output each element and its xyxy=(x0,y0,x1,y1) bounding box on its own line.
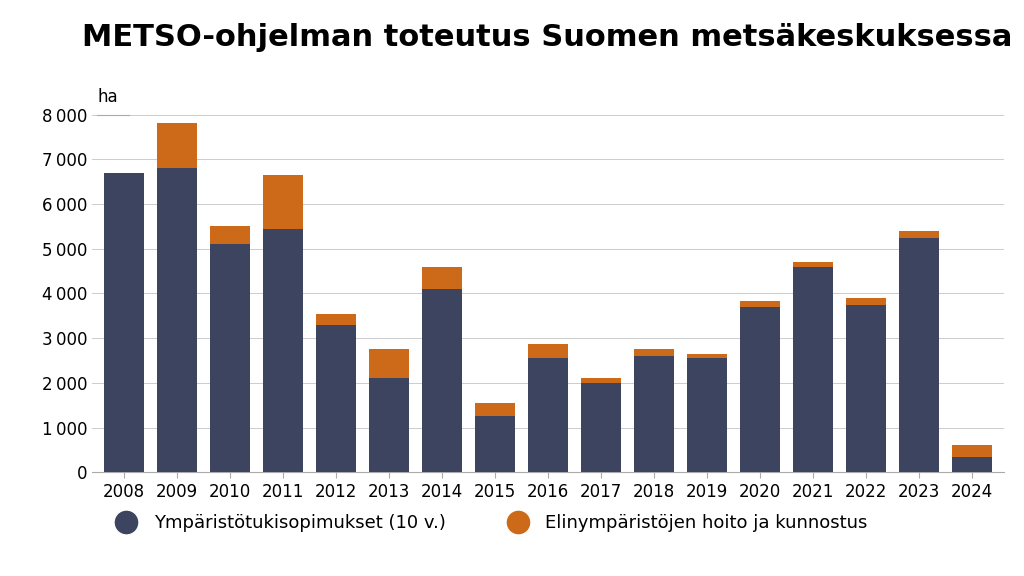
Bar xyxy=(687,354,727,358)
Legend: Ympäristötukisopimukset (10 v.), Elinympäristöjen hoito ja kunnostus: Ympäristötukisopimukset (10 v.), Elinymp… xyxy=(101,507,874,539)
Bar xyxy=(422,289,462,472)
Bar xyxy=(634,349,674,356)
Bar xyxy=(899,237,939,472)
Bar xyxy=(581,378,621,383)
Text: ha: ha xyxy=(97,88,118,105)
Bar xyxy=(210,226,250,244)
Bar xyxy=(581,383,621,472)
Bar xyxy=(740,307,779,472)
Bar xyxy=(263,175,303,229)
Bar xyxy=(210,244,250,472)
Bar xyxy=(952,445,991,457)
Bar xyxy=(369,378,409,472)
Bar xyxy=(899,231,939,237)
Bar xyxy=(263,229,303,472)
Bar xyxy=(793,262,833,267)
Bar xyxy=(104,173,143,472)
Bar xyxy=(475,416,515,472)
Bar xyxy=(740,301,779,307)
Text: METSO-ohjelman toteutus Suomen metsäkeskuksessa: METSO-ohjelman toteutus Suomen metsäkesk… xyxy=(82,23,1013,52)
Bar xyxy=(422,267,462,289)
Bar xyxy=(157,168,197,472)
Bar xyxy=(952,457,991,472)
Bar xyxy=(316,325,355,472)
Bar xyxy=(846,305,886,472)
Bar xyxy=(316,313,355,325)
Bar xyxy=(528,343,567,358)
Bar xyxy=(634,356,674,472)
Bar xyxy=(793,267,833,472)
Bar xyxy=(475,403,515,416)
Bar xyxy=(157,123,197,168)
Bar xyxy=(369,349,409,378)
Bar xyxy=(528,358,567,472)
Bar xyxy=(846,298,886,305)
Bar xyxy=(687,358,727,472)
